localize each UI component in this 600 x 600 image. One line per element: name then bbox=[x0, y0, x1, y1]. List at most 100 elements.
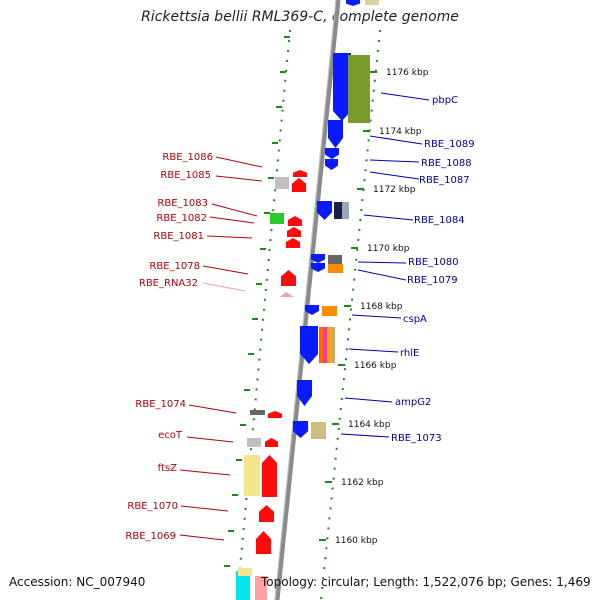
gene-reverse bbox=[268, 411, 282, 418]
label-connector bbox=[202, 265, 249, 275]
gene-label-left: RBE_RNA32 bbox=[139, 278, 198, 289]
gene-label-left: RBE_1074 bbox=[135, 399, 186, 410]
label-connector bbox=[180, 505, 229, 512]
tick-label: 1174 kbp bbox=[379, 127, 422, 137]
gene-reverse bbox=[262, 455, 277, 497]
gene-label-right: RBE_1073 bbox=[391, 433, 442, 444]
gene-reverse bbox=[287, 227, 301, 237]
gene-label-left: RBE_1083 bbox=[157, 198, 208, 209]
gene-forward bbox=[293, 421, 308, 438]
gene-reverse bbox=[256, 531, 271, 554]
gene-other bbox=[275, 177, 289, 189]
gene-reverse bbox=[288, 216, 302, 226]
gene-other bbox=[270, 213, 284, 224]
gene-forward bbox=[325, 148, 339, 159]
tick-label: 1166 kbp bbox=[354, 361, 397, 371]
label-connector bbox=[188, 404, 237, 414]
gene-reverse bbox=[286, 238, 300, 248]
gene-other bbox=[319, 327, 323, 363]
gene-other bbox=[236, 571, 250, 600]
gene-reverse bbox=[292, 178, 306, 192]
gene-label-left: RBE_1069 bbox=[125, 531, 176, 542]
genome-backbone bbox=[274, 0, 341, 600]
gene-label-right: rhlE bbox=[400, 348, 419, 359]
gene-label-left: RBE_1085 bbox=[160, 170, 211, 181]
label-connector bbox=[211, 203, 258, 217]
gene-other bbox=[247, 438, 261, 447]
tick-label: 1168 kbp bbox=[360, 302, 403, 312]
gene-other bbox=[348, 55, 370, 123]
tick-label: 1160 kbp bbox=[335, 536, 378, 546]
gene-label-right: RBE_1088 bbox=[421, 158, 472, 169]
gene-label-left: ecoT bbox=[158, 430, 183, 441]
gene-other bbox=[365, 0, 379, 5]
gene-label-left: RBE_1086 bbox=[162, 152, 213, 163]
gene-label-left: ftsZ bbox=[158, 463, 177, 474]
label-connector bbox=[206, 235, 253, 239]
gene-forward bbox=[305, 305, 319, 315]
label-connector bbox=[344, 397, 393, 403]
label-connector bbox=[351, 314, 402, 319]
gene-other bbox=[322, 306, 337, 316]
accession-text: Accession: NC_007940 bbox=[9, 575, 146, 589]
label-connector bbox=[348, 348, 399, 353]
gene-label-right: RBE_1084 bbox=[414, 215, 465, 226]
gene-other bbox=[334, 202, 342, 219]
label-connector bbox=[357, 269, 407, 281]
label-connector bbox=[340, 433, 390, 438]
label-connector bbox=[380, 92, 430, 101]
tick-label: 1172 kbp bbox=[373, 185, 416, 195]
gene-forward bbox=[333, 53, 351, 121]
gene-label-right: RBE_1089 bbox=[424, 139, 475, 150]
tick-label: 1164 kbp bbox=[348, 420, 391, 430]
ruler-ticks: 1176 kbp 1174 kbp 1172 kbp 1170 kbp 1168 kbp… bbox=[224, 36, 429, 567]
gene-reverse bbox=[281, 270, 296, 286]
gene-other bbox=[250, 410, 265, 415]
label-connector bbox=[179, 469, 231, 476]
gene-other bbox=[238, 568, 252, 576]
topology-text: Topology: circular; Length: 1,522,076 bp… bbox=[261, 575, 591, 589]
gene-label-left: RBE_1070 bbox=[127, 501, 178, 512]
label-connector bbox=[357, 261, 407, 264]
gene-label-left: RBE_1081 bbox=[153, 231, 204, 242]
label-connector bbox=[215, 156, 263, 168]
label-connector bbox=[202, 282, 246, 292]
label-connector bbox=[369, 135, 423, 145]
gene-forward bbox=[328, 120, 343, 148]
map-title: Rickettsia bellii RML369-C, complete gen… bbox=[141, 9, 459, 25]
gene-label-right: pbpC bbox=[432, 95, 458, 106]
gene-reverse bbox=[293, 170, 307, 177]
gene-label-right: RBE_1087 bbox=[419, 175, 470, 186]
gene-other bbox=[323, 327, 327, 363]
gene-other bbox=[311, 422, 326, 439]
gene-forward bbox=[317, 201, 332, 220]
tick-label: 1176 kbp bbox=[386, 68, 429, 78]
gene-label-left: RBE_1078 bbox=[149, 261, 200, 272]
gene-other bbox=[328, 255, 342, 264]
gene-forward bbox=[346, 0, 360, 6]
gene-forward bbox=[300, 326, 318, 364]
label-connector bbox=[186, 436, 234, 443]
gene-label-right: cspA bbox=[403, 314, 427, 325]
gene-reverse bbox=[265, 438, 278, 447]
gene-features bbox=[236, 0, 379, 600]
label-connector bbox=[369, 159, 420, 163]
tick-label: 1162 kbp bbox=[341, 478, 384, 488]
gene-reverse bbox=[259, 505, 274, 522]
label-connectors bbox=[179, 92, 430, 541]
gene-forward bbox=[297, 380, 312, 406]
gene-rna bbox=[280, 292, 294, 297]
label-connector bbox=[209, 216, 255, 224]
gene-other bbox=[331, 327, 335, 363]
gene-forward bbox=[325, 159, 338, 170]
label-connector bbox=[215, 175, 263, 182]
gene-label-right: RBE_1080 bbox=[408, 257, 459, 268]
label-connector bbox=[179, 534, 225, 541]
gene-other bbox=[342, 202, 349, 219]
gene-other bbox=[327, 327, 331, 363]
gene-label-left: RBE_1082 bbox=[156, 213, 207, 224]
gene-forward bbox=[311, 263, 325, 272]
label-connector bbox=[363, 214, 414, 221]
gene-other bbox=[255, 576, 267, 600]
